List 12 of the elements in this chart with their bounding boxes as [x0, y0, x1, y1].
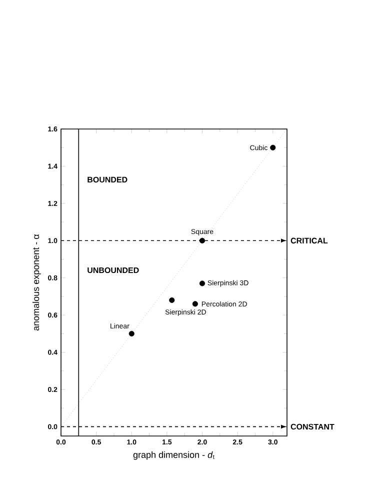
- annotation: BOUNDED: [88, 176, 128, 182]
- ref-line-label: CRITICAL: [290, 238, 328, 244]
- point: [192, 301, 198, 307]
- point: [199, 238, 206, 244]
- ref-line-label: CONSTANT: [290, 424, 334, 430]
- y-axis-title: anomalous exponent - α: [32, 234, 41, 330]
- annotation: UNBOUNDED: [88, 267, 139, 274]
- point: [270, 144, 276, 150]
- point: [128, 330, 134, 336]
- x-axis-title: graph dimension - d$_{t}$: [133, 451, 214, 460]
- point: [199, 280, 206, 286]
- point: [169, 297, 175, 303]
